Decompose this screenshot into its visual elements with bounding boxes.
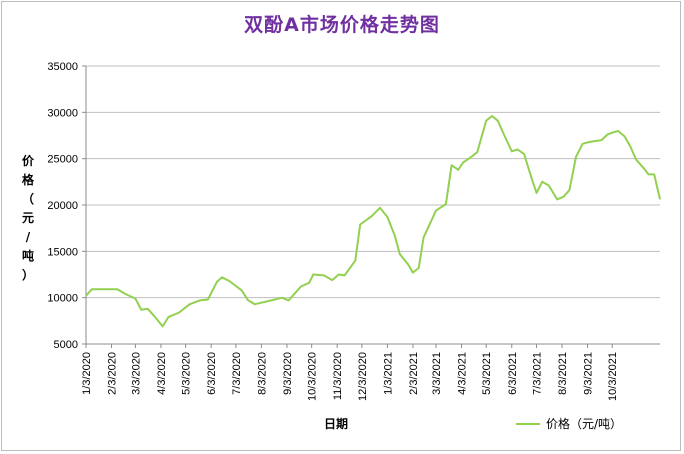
x-tick-label: 9/3/2020 bbox=[282, 352, 294, 395]
y-axis-label-char: ） bbox=[22, 267, 34, 282]
gridlines bbox=[82, 65, 660, 348]
legend: 价格（元/吨） bbox=[516, 416, 622, 431]
y-tick-label: 15000 bbox=[47, 246, 78, 258]
x-tick-label: 5/3/2021 bbox=[481, 352, 493, 395]
x-tick-labels: 1/3/2020 2/3/2020 3/3/2020 4/3/2020 5/3/2020… bbox=[81, 352, 619, 401]
x-tick-label: 2/3/2021 bbox=[408, 352, 420, 395]
y-tick-label: 30000 bbox=[47, 107, 78, 119]
x-tick-label: 8/3/2021 bbox=[557, 352, 569, 395]
x-tick-label: 12/3/2020 bbox=[357, 352, 369, 401]
x-tick-label: 9/3/2021 bbox=[583, 352, 595, 395]
y-axis-label: 价格 （ 元 / 吨 ） bbox=[22, 154, 35, 282]
y-tick-labels: 5000 10000 15000 20000 25000 30000 35000 bbox=[47, 61, 78, 351]
y-axis-label-char: 吨 bbox=[22, 248, 34, 263]
y-axis-label-char: 格 bbox=[22, 172, 35, 187]
y-axis-label-char: 元 bbox=[22, 211, 34, 225]
x-tick-label: 11/3/2020 bbox=[332, 352, 344, 400]
x-tick-label: 7/3/2021 bbox=[531, 352, 543, 395]
y-axis-label-char: （ bbox=[22, 191, 34, 206]
x-axis-label: 日期 bbox=[324, 416, 348, 431]
y-tick-label: 35000 bbox=[47, 61, 78, 73]
x-tick-label: 1/3/2021 bbox=[382, 352, 394, 395]
y-axis-label-char: 价 bbox=[22, 154, 35, 168]
y-tick-label: 25000 bbox=[47, 154, 78, 166]
legend-label: 价格（元/吨） bbox=[546, 416, 622, 431]
x-tick-label: 10/3/2021 bbox=[607, 352, 619, 401]
y-tick-label: 10000 bbox=[47, 293, 78, 305]
x-tick-label: 6/3/2021 bbox=[507, 352, 519, 395]
x-tick-label: 3/3/2020 bbox=[130, 352, 142, 395]
x-tick-label: 6/3/2020 bbox=[206, 352, 218, 395]
y-tick-label: 5000 bbox=[54, 339, 78, 351]
y-tick-label: 20000 bbox=[47, 200, 78, 212]
x-tick-label: 3/3/2021 bbox=[431, 352, 443, 395]
x-tick-label: 4/3/2020 bbox=[156, 352, 168, 395]
x-tick-label: 5/3/2020 bbox=[181, 352, 193, 395]
y-axis-label-char: / bbox=[26, 230, 31, 244]
series-line-0 bbox=[85, 115, 661, 328]
x-tick-label: 7/3/2020 bbox=[231, 352, 243, 395]
x-tick-label: 4/3/2021 bbox=[457, 352, 469, 395]
chart-title: 双酚A市场价格走势图 bbox=[244, 14, 440, 36]
series-group bbox=[85, 115, 661, 328]
x-tick-label: 1/3/2020 bbox=[81, 352, 93, 395]
x-tick-label: 10/3/2020 bbox=[307, 352, 319, 401]
x-tick-label: 8/3/2020 bbox=[256, 352, 268, 395]
x-tick-label: 2/3/2020 bbox=[107, 352, 119, 395]
